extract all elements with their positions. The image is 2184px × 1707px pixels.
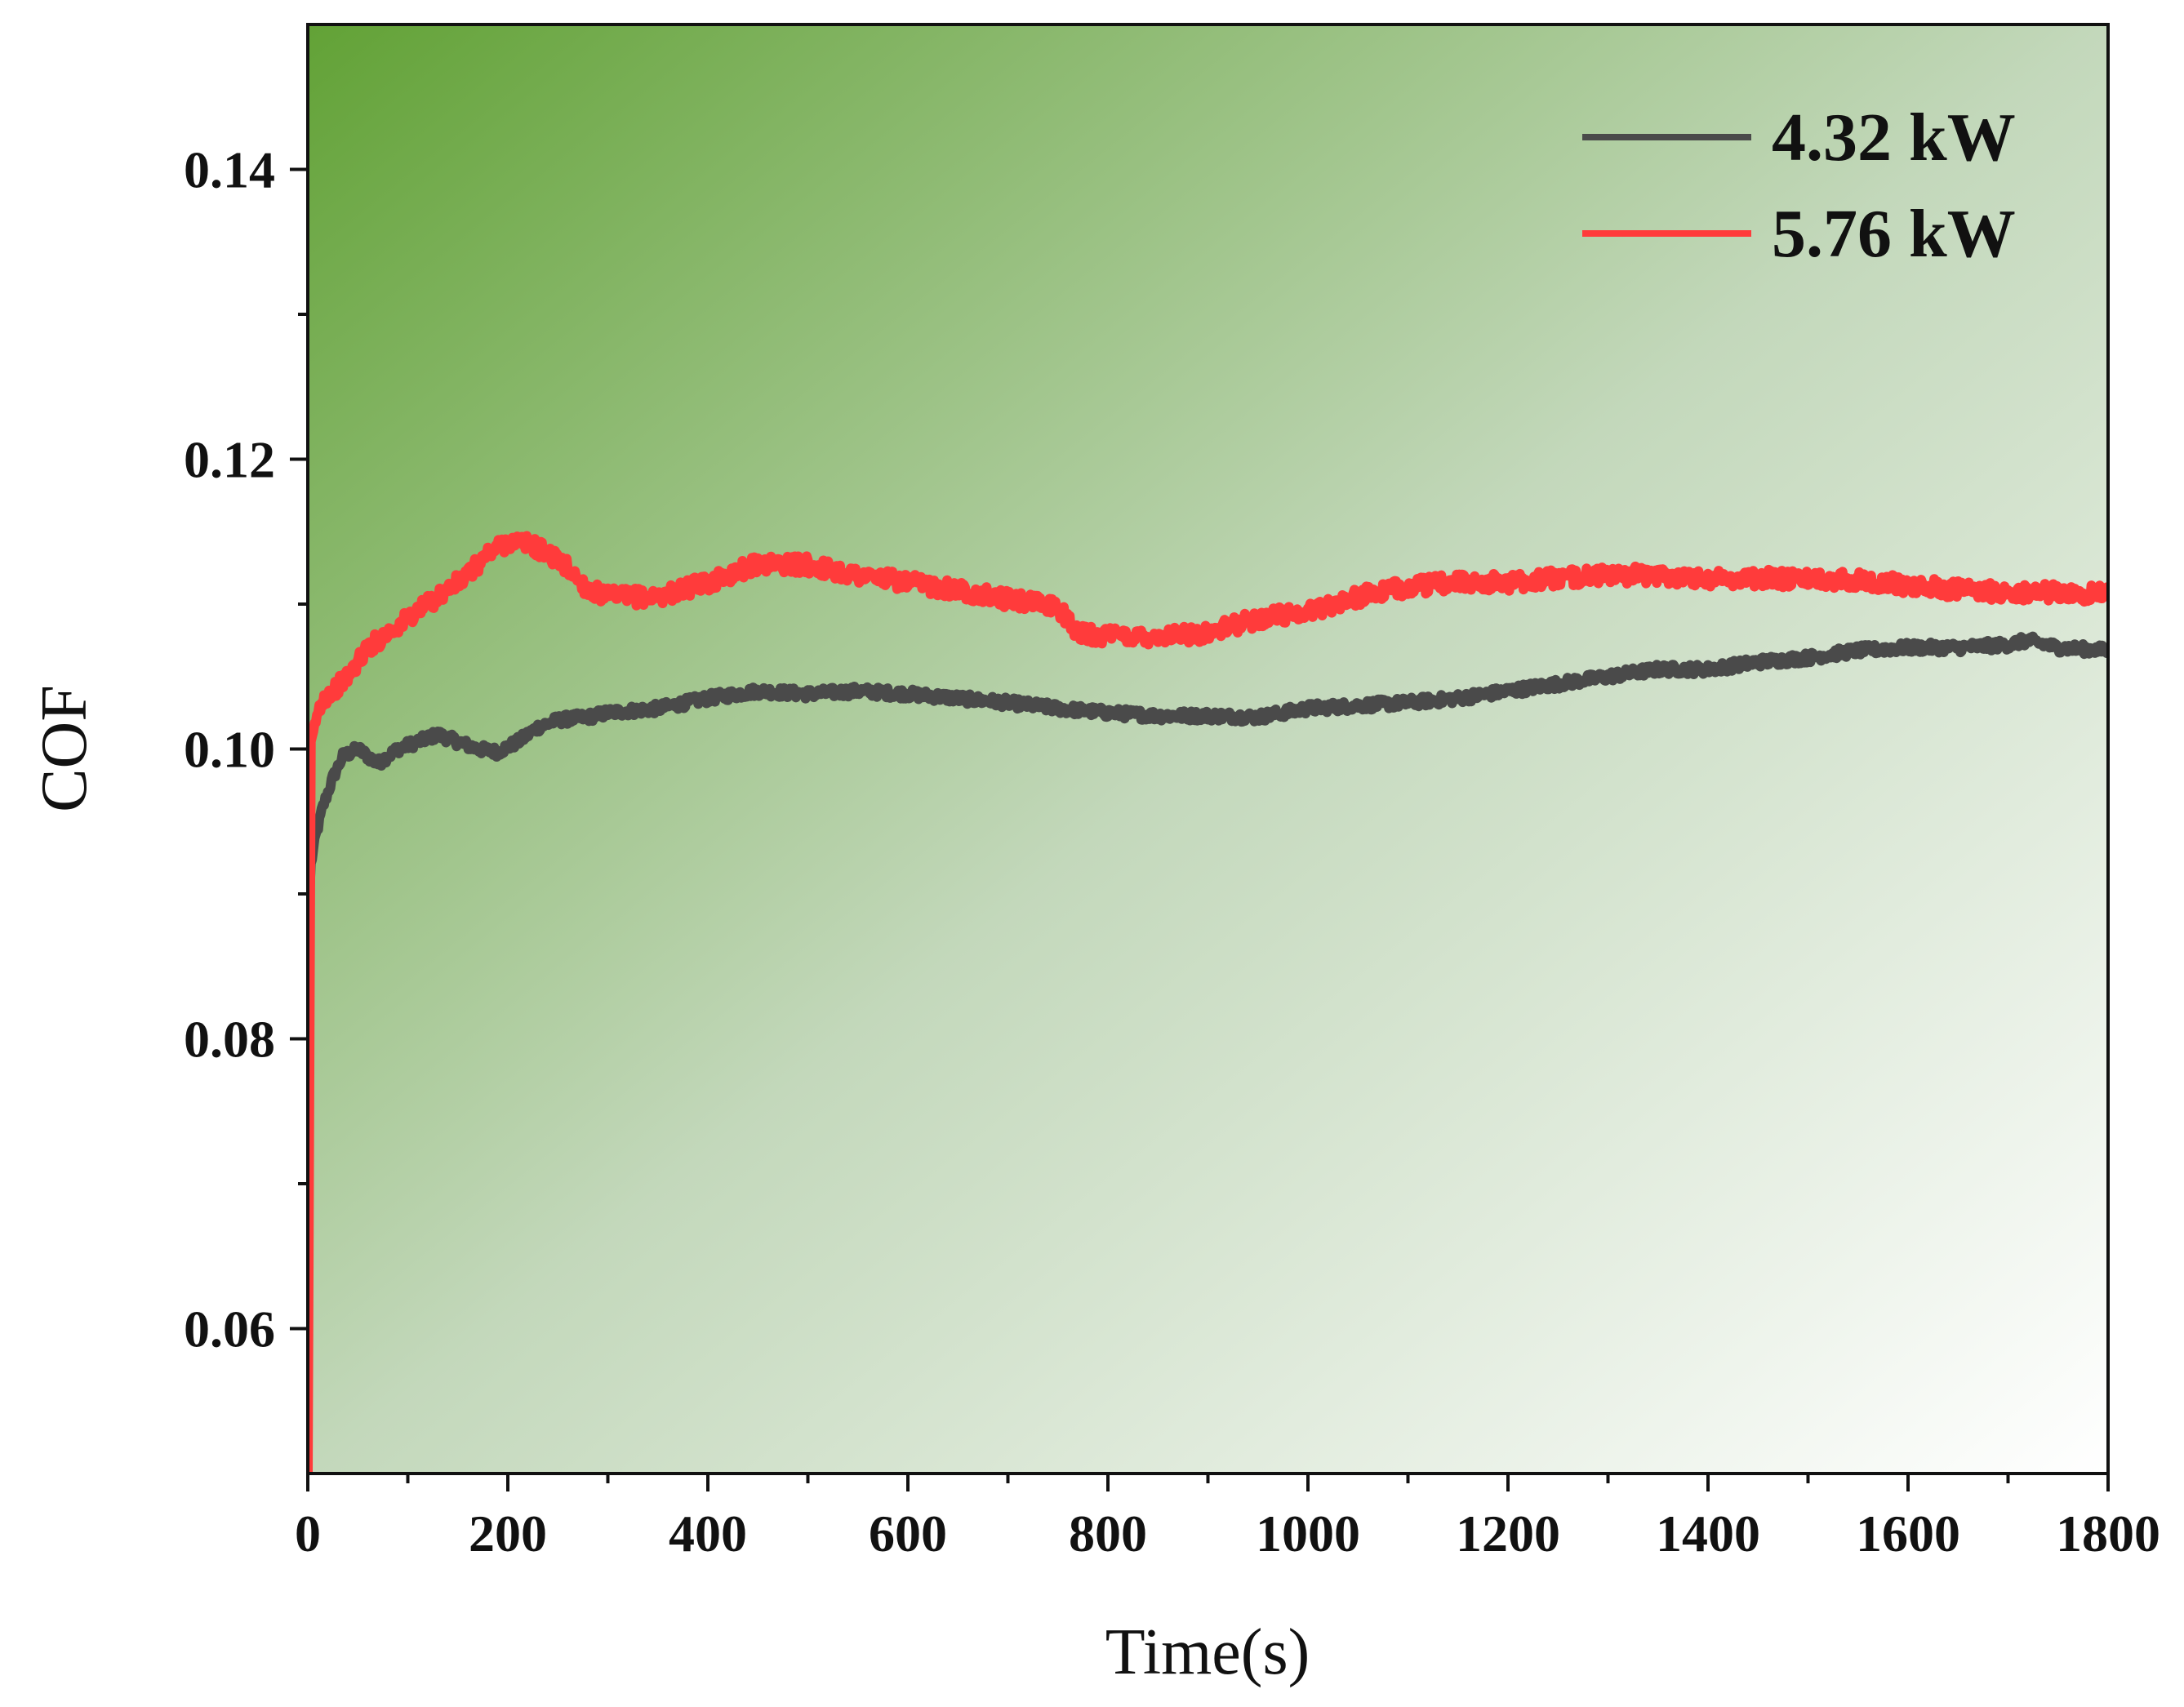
y-tick-label: 0.10	[184, 721, 275, 779]
x-tick-label: 1600	[1856, 1505, 1960, 1563]
y-tick-label: 0.14	[184, 141, 275, 199]
x-tick-label: 800	[1069, 1505, 1147, 1563]
x-tick-label: 1800	[2056, 1505, 2160, 1563]
x-tick-label: 1200	[1456, 1505, 1560, 1563]
series-layer	[308, 531, 2108, 1474]
x-tick-label: 0	[295, 1505, 321, 1563]
x-tick-label: 1000	[1256, 1505, 1360, 1563]
series-line	[308, 531, 2108, 1474]
y-tick-label: 0.12	[184, 431, 275, 489]
y-tick-label: 0.08	[184, 1011, 275, 1069]
x-tick-label: 600	[869, 1505, 947, 1563]
x-axis-ticks: 0 200 400 600 800 1000 1200 1400 1600 1800	[295, 1474, 2160, 1563]
x-tick-label: 400	[669, 1505, 747, 1563]
y-axis-ticks: 0.06 0.08 0.10 0.12 0.14	[184, 141, 308, 1358]
y-axis-title: COF	[29, 685, 100, 812]
legend-label: 5.76 kW	[1772, 196, 2016, 272]
y-tick-label: 0.06	[184, 1300, 275, 1358]
x-tick-label: 200	[469, 1505, 547, 1563]
plot-background	[308, 24, 2108, 1474]
series-line	[308, 631, 2108, 938]
x-tick-label: 1400	[1656, 1505, 1760, 1563]
x-axis-title: Time(s)	[1105, 1616, 1310, 1688]
legend: 4.32 kW 5.76 kW	[1582, 100, 2016, 272]
legend-label: 4.32 kW	[1772, 100, 2016, 176]
